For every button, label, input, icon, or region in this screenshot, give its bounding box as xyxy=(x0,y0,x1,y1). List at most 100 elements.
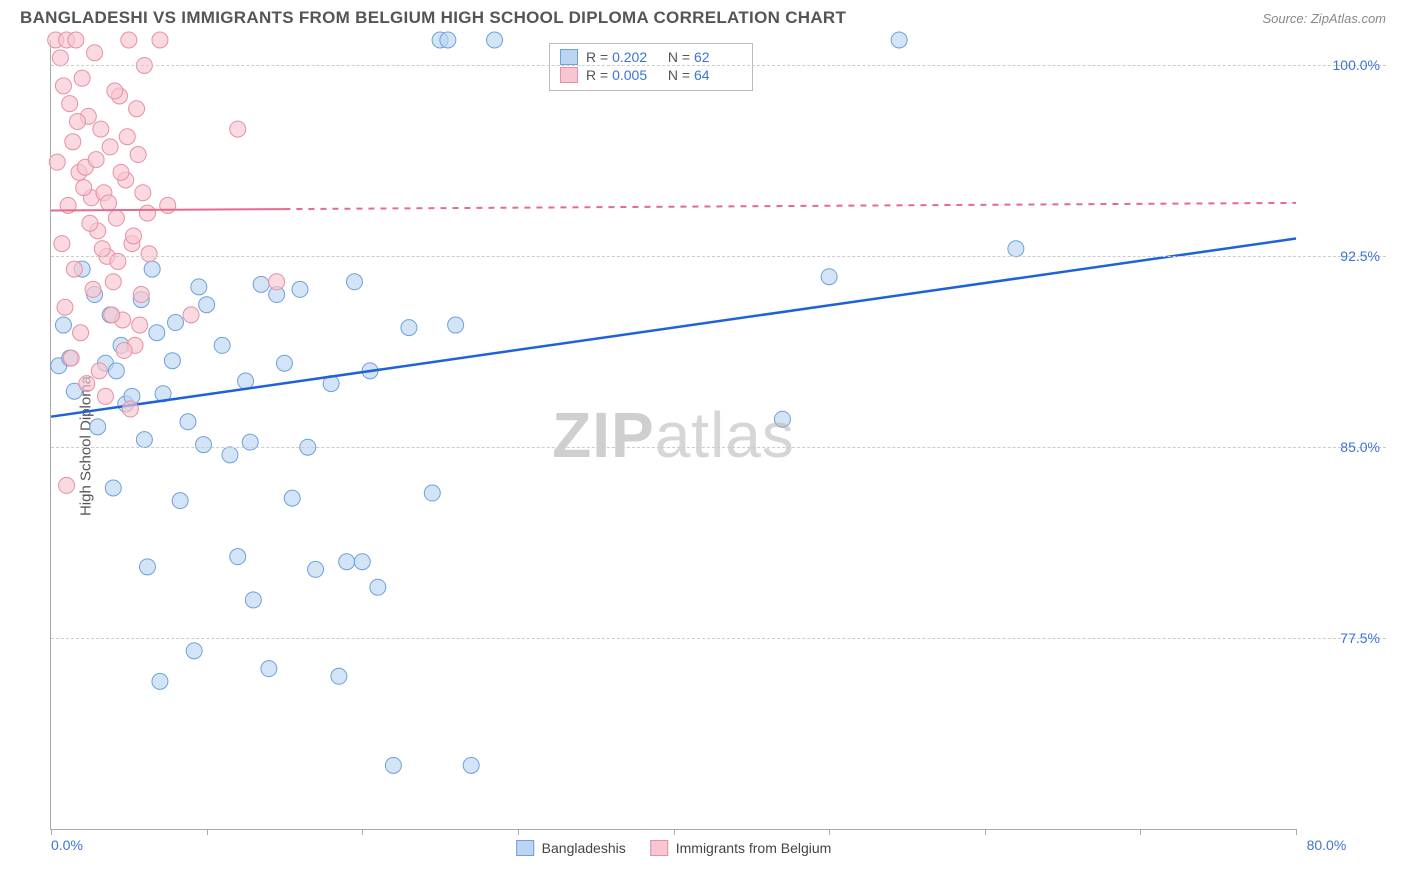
data-point xyxy=(448,317,464,333)
data-point xyxy=(87,45,103,61)
data-point xyxy=(121,32,137,48)
data-point xyxy=(238,373,254,389)
data-point xyxy=(88,152,104,168)
data-point xyxy=(107,83,123,99)
data-point xyxy=(354,554,370,570)
data-point xyxy=(55,78,71,94)
data-point xyxy=(104,307,120,323)
xtick xyxy=(829,829,830,835)
data-point xyxy=(149,325,165,341)
xtick xyxy=(1140,829,1141,835)
data-point xyxy=(62,96,78,112)
legend-label: Bangladeshis xyxy=(542,840,626,856)
xtick xyxy=(207,829,208,835)
data-point xyxy=(57,299,73,315)
data-point xyxy=(102,139,118,155)
legend-item: Immigrants from Belgium xyxy=(650,839,832,857)
ytick-label: 100.0% xyxy=(1333,57,1380,73)
data-point xyxy=(93,121,109,137)
ytick-label: 85.0% xyxy=(1340,439,1380,455)
data-point xyxy=(119,129,135,145)
data-point xyxy=(183,307,199,323)
source-label: Source: ZipAtlas.com xyxy=(1262,11,1386,26)
data-point xyxy=(73,325,89,341)
data-point xyxy=(76,180,92,196)
trend-line xyxy=(51,239,1296,417)
data-point xyxy=(199,297,215,313)
data-point xyxy=(370,579,386,595)
stats-legend-box: R = 0.202 N = 62R = 0.005 N = 64 xyxy=(549,43,753,91)
data-point xyxy=(346,274,362,290)
data-point xyxy=(66,261,82,277)
data-point xyxy=(487,32,503,48)
xtick-label: 80.0% xyxy=(1307,837,1347,853)
data-point xyxy=(424,485,440,501)
data-point xyxy=(245,592,261,608)
xtick-label: 0.0% xyxy=(51,837,83,853)
data-point xyxy=(269,274,285,290)
data-point xyxy=(774,411,790,427)
data-point xyxy=(186,643,202,659)
legend-swatch xyxy=(516,840,534,856)
data-point xyxy=(339,554,355,570)
data-point xyxy=(164,353,180,369)
data-point xyxy=(253,276,269,292)
data-point xyxy=(91,363,107,379)
data-point xyxy=(152,673,168,689)
data-point xyxy=(74,70,90,86)
bottom-legend: Bangladeshis Immigrants from Belgium xyxy=(516,839,832,857)
plot-svg xyxy=(51,40,1296,829)
data-point xyxy=(463,757,479,773)
gridline xyxy=(51,65,1386,66)
gridline xyxy=(51,638,1386,639)
data-point xyxy=(308,561,324,577)
data-point xyxy=(97,388,113,404)
data-point xyxy=(136,432,152,448)
data-point xyxy=(191,279,207,295)
data-point xyxy=(54,236,70,252)
data-point xyxy=(891,32,907,48)
xtick xyxy=(985,829,986,835)
stat-text: R = 0.005 N = 64 xyxy=(586,67,742,83)
data-point xyxy=(68,32,84,48)
data-point xyxy=(129,101,145,117)
data-point xyxy=(105,480,121,496)
data-point xyxy=(385,757,401,773)
data-point xyxy=(331,668,347,684)
data-point xyxy=(130,147,146,163)
data-point xyxy=(108,210,124,226)
data-point xyxy=(133,287,149,303)
trend-line xyxy=(51,209,284,210)
xtick xyxy=(362,829,363,835)
legend-item: Bangladeshis xyxy=(516,839,626,857)
data-point xyxy=(180,414,196,430)
stat-row: R = 0.202 N = 62 xyxy=(560,48,742,66)
data-point xyxy=(94,241,110,257)
data-point xyxy=(1008,241,1024,257)
data-point xyxy=(172,493,188,509)
data-point xyxy=(49,154,65,170)
data-point xyxy=(139,559,155,575)
legend-swatch xyxy=(560,49,578,65)
data-point xyxy=(284,490,300,506)
data-point xyxy=(52,50,68,66)
data-point xyxy=(144,261,160,277)
legend-swatch xyxy=(560,67,578,83)
ytick-label: 77.5% xyxy=(1340,630,1380,646)
xtick xyxy=(518,829,519,835)
xtick xyxy=(51,829,52,835)
data-point xyxy=(59,477,75,493)
data-point xyxy=(141,246,157,262)
gridline xyxy=(51,256,1386,257)
data-point xyxy=(230,549,246,565)
data-point xyxy=(261,661,277,677)
data-point xyxy=(108,363,124,379)
data-point xyxy=(105,274,121,290)
legend-swatch xyxy=(650,840,668,856)
data-point xyxy=(222,447,238,463)
data-point xyxy=(276,355,292,371)
data-point xyxy=(116,343,132,359)
chart-title: BANGLADESHI VS IMMIGRANTS FROM BELGIUM H… xyxy=(20,8,846,28)
data-point xyxy=(401,320,417,336)
data-point xyxy=(101,195,117,211)
